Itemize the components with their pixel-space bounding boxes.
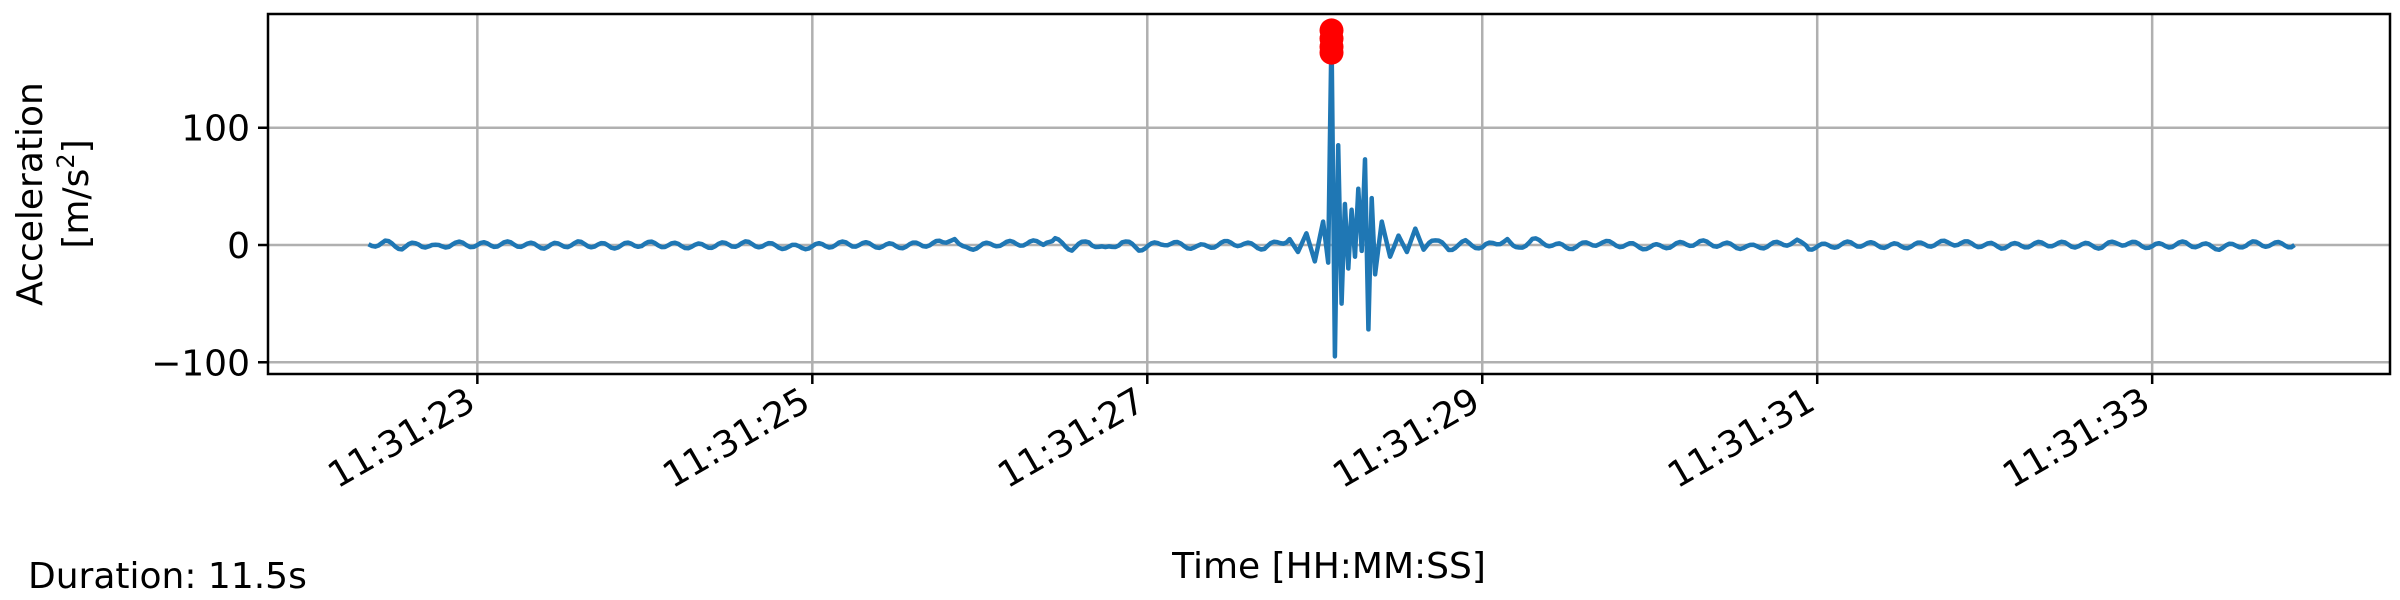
y-axis-label: Acceleration [m/s2] (10, 82, 97, 306)
x-tick-label: 11:31:23 (321, 380, 482, 496)
y-tick-label: −100 (151, 343, 250, 384)
x-axis-label: Time [HH:MM:SS] (1171, 546, 1486, 587)
x-tick-label: 11:31:25 (656, 380, 817, 496)
plot-frame (266, 12, 2392, 376)
duration-text: Duration: 11.5s (28, 556, 307, 597)
signal-layer (367, 31, 2296, 359)
y-axis-unit: [m/s (56, 169, 97, 249)
y-axis-label-line-1: Acceleration (10, 82, 51, 306)
y-axis: 100 0 −100 (151, 109, 268, 384)
x-tick-label: 11:31:29 (1326, 380, 1487, 496)
x-tick-label: 11:31:27 (991, 380, 1152, 496)
x-axis: 11:31:23 11:31:25 11:31:27 11:31:29 11:31:31… (321, 374, 2157, 497)
peak-markers (1319, 18, 1344, 65)
x-tick-label: 11:31:31 (1661, 380, 1822, 496)
y-axis-unit-exponent: 2 (52, 153, 80, 168)
y-axis-label-line-2: [m/s2] (52, 139, 97, 248)
y-tick-label: 0 (227, 226, 250, 267)
y-tick-label: 100 (181, 109, 250, 150)
y-axis-unit-close: ] (56, 139, 97, 153)
peak-marker (1319, 40, 1344, 65)
acceleration-series-line (367, 31, 2296, 359)
x-tick-label: 11:31:33 (1996, 380, 2157, 496)
